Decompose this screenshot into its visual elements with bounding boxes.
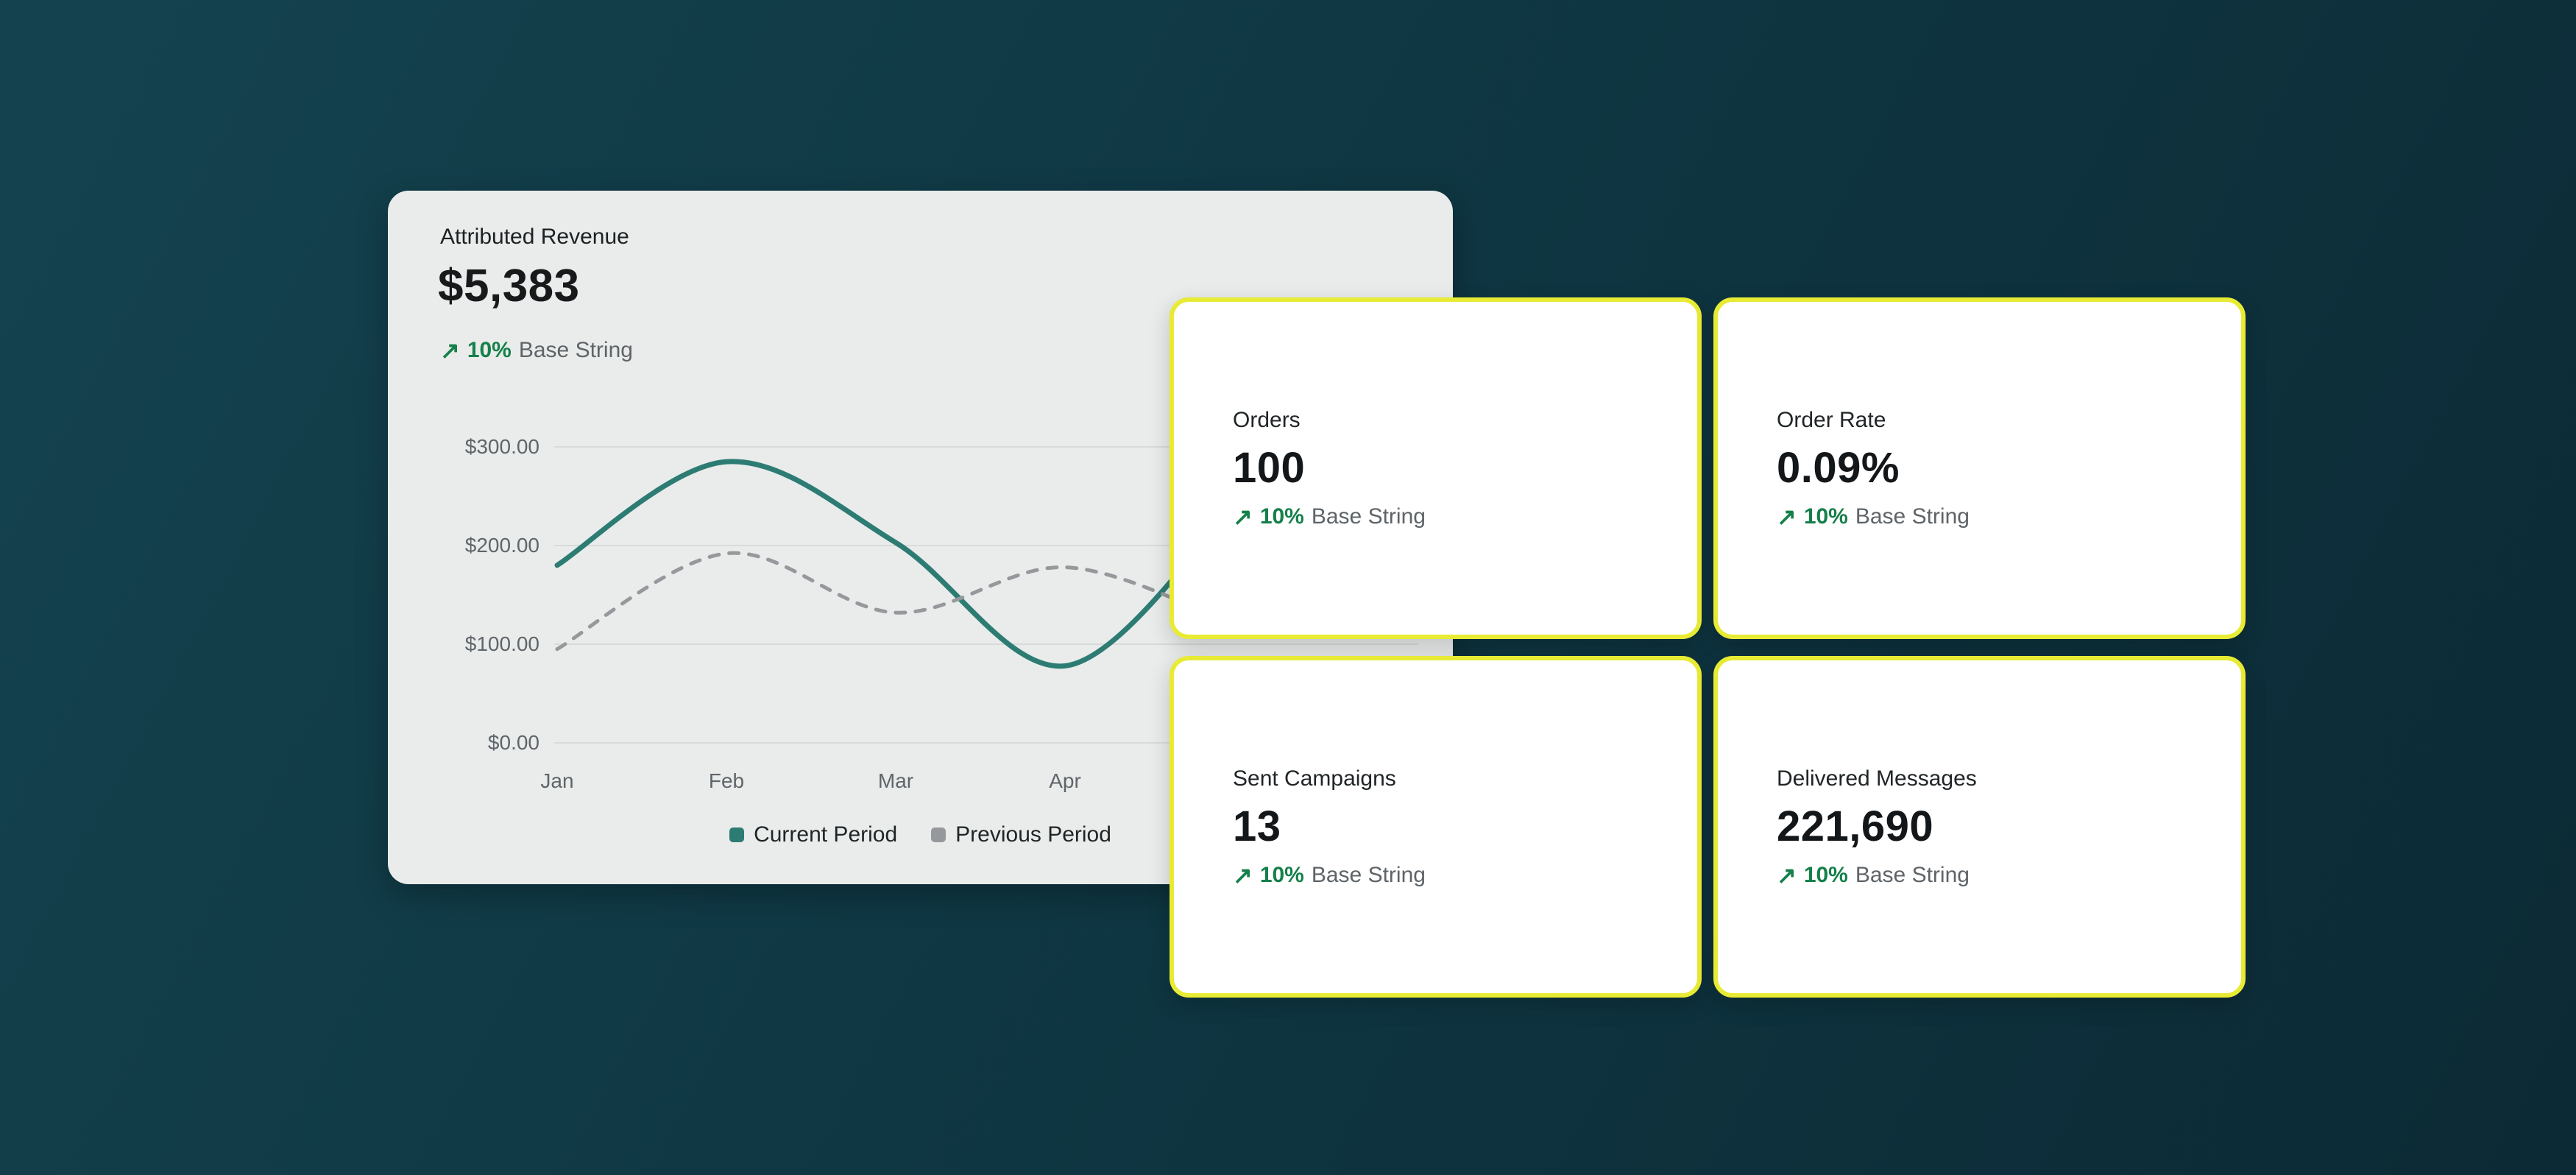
y-axis-tick-label: $0.00 — [487, 731, 539, 754]
metric-card-order-rate[interactable]: Order Rate 0.09% ↗ 10% Base String — [1713, 297, 2246, 639]
legend-item-previous-period[interactable]: Previous Period — [931, 822, 1111, 847]
metric-value: 13 — [1233, 802, 1281, 850]
trend-up-icon: ↗ — [1233, 861, 1253, 889]
trend-note: Base String — [1311, 862, 1426, 887]
legend-label: Current Period — [754, 822, 898, 847]
trend-up-icon: ↗ — [1777, 503, 1797, 530]
revenue-trend-indicator: ↗ 10% Base String — [440, 338, 633, 363]
trend-note: Base String — [518, 338, 633, 362]
legend-label: Previous Period — [955, 822, 1111, 847]
metric-trend-indicator: ↗ 10% Base String — [1233, 863, 1697, 888]
series-line-previous-period — [555, 551, 1236, 652]
metric-value: 0.09% — [1777, 443, 1900, 492]
revenue-card-value: $5,383 — [438, 261, 580, 311]
metric-value: 221,690 — [1777, 802, 1934, 850]
metric-label: Delivered Messages — [1777, 766, 1977, 791]
series-line-current-period — [554, 459, 1237, 669]
legend-swatch — [931, 828, 946, 842]
metric-card-orders[interactable]: Orders 100 ↗ 10% Base String — [1170, 297, 1702, 639]
revenue-card-title: Attributed Revenue — [440, 225, 629, 249]
trend-up-icon: ↗ — [1233, 503, 1253, 530]
trend-up-icon: ↗ — [440, 337, 460, 364]
y-axis-tick-label: $200.00 — [464, 534, 539, 557]
metric-label: Sent Campaigns — [1233, 766, 1396, 791]
x-axis-tick-label: Apr — [1049, 769, 1081, 792]
metric-label: Order Rate — [1777, 407, 1886, 432]
metric-trend-indicator: ↗ 10% Base String — [1777, 504, 2241, 529]
trend-note: Base String — [1855, 504, 1970, 529]
trend-percent: 10% — [1259, 504, 1304, 529]
legend-item-current-period[interactable]: Current Period — [729, 822, 897, 847]
chart-legend: Current Period Previous Period — [388, 822, 1453, 847]
trend-percent: 10% — [1259, 862, 1304, 887]
metric-value: 100 — [1233, 443, 1306, 492]
y-axis-tick-label: $300.00 — [464, 435, 539, 458]
trend-percent: 10% — [467, 338, 512, 362]
metric-card-sent-campaigns[interactable]: Sent Campaigns 13 ↗ 10% Base String — [1170, 656, 1702, 998]
trend-percent: 10% — [1803, 504, 1848, 529]
legend-swatch — [729, 828, 745, 842]
trend-up-icon: ↗ — [1777, 861, 1797, 889]
y-axis-tick-label: $100.00 — [464, 632, 539, 655]
metric-card-delivered-messages[interactable]: Delivered Messages 221,690 ↗ 10% Base St… — [1713, 656, 2246, 998]
trend-note: Base String — [1855, 862, 1970, 887]
x-axis-tick-label: Jan — [540, 769, 574, 792]
x-axis-tick-label: Mar — [877, 769, 914, 792]
metric-label: Orders — [1233, 407, 1301, 432]
metric-trend-indicator: ↗ 10% Base String — [1233, 504, 1697, 529]
x-axis-tick-label: Feb — [708, 769, 745, 792]
trend-percent: 10% — [1803, 862, 1848, 887]
trend-note: Base String — [1311, 504, 1426, 529]
metric-trend-indicator: ↗ 10% Base String — [1777, 863, 2241, 888]
